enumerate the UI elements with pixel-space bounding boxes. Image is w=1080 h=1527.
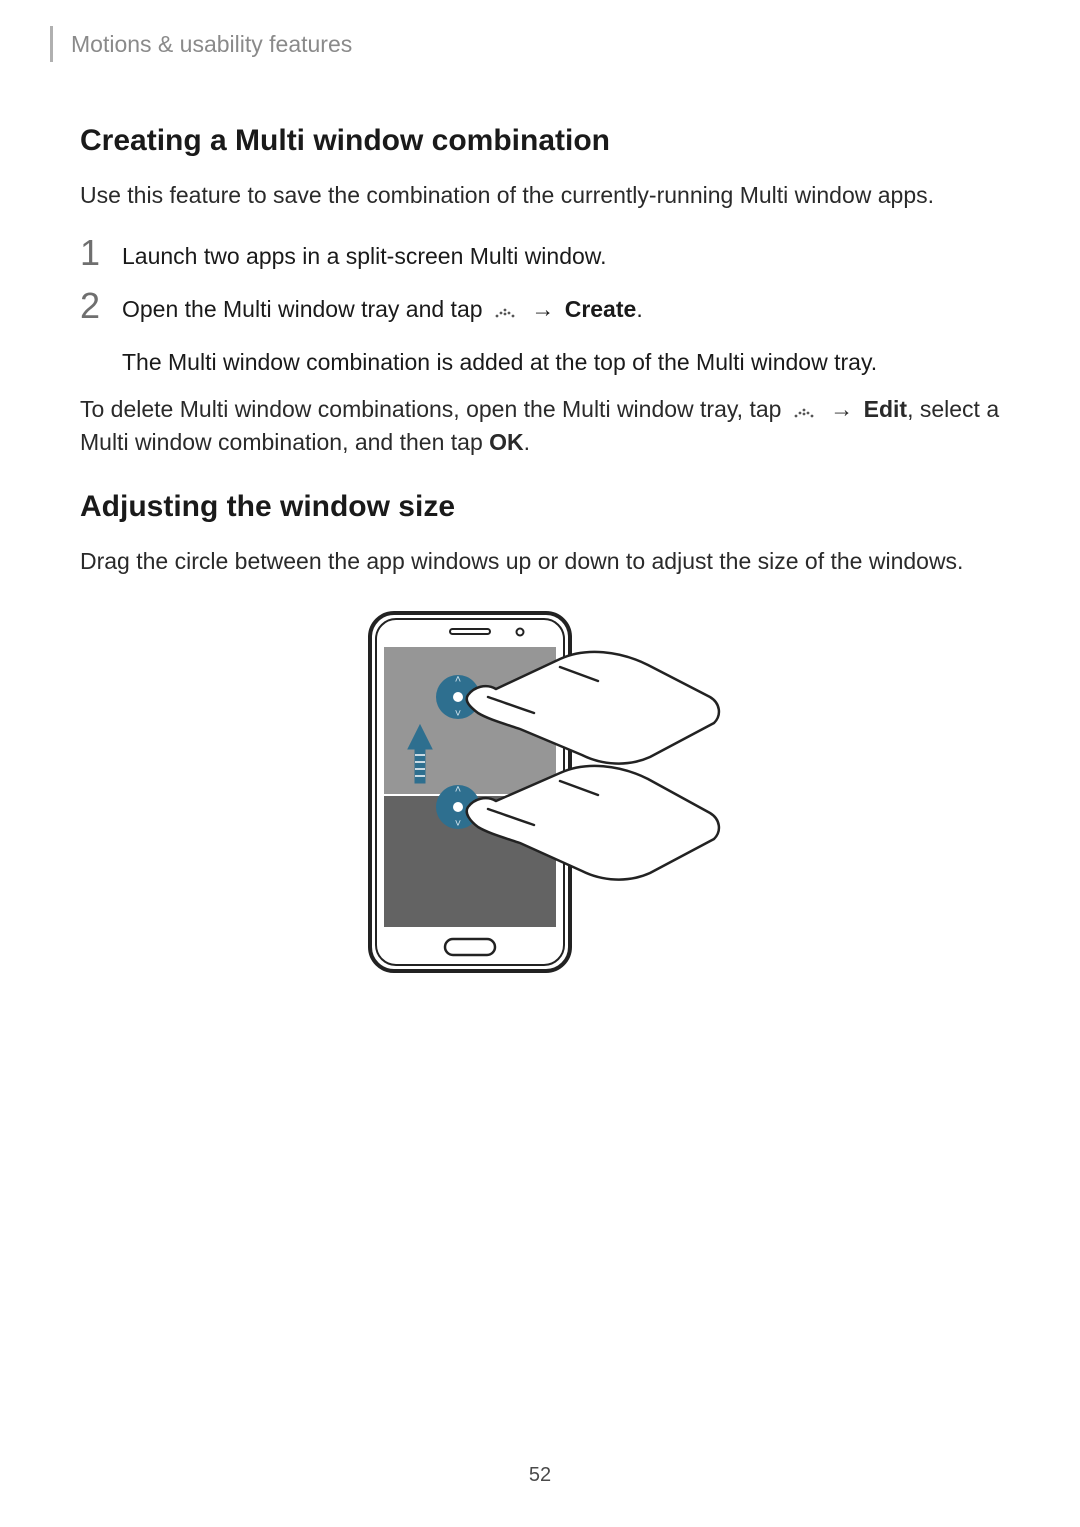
- step2-lead: Open the Multi window tray and tap: [122, 296, 489, 322]
- step-text: Open the Multi window tray and tap → Cre…: [122, 288, 877, 378]
- page: Motions & usability features Creating a …: [0, 0, 1080, 1527]
- svg-text:˅: ˅: [455, 708, 461, 720]
- step-number: 1: [80, 235, 122, 271]
- more-options-icon: [792, 396, 816, 427]
- step-2: 2 Open the Multi window tray and tap: [80, 288, 1000, 378]
- step-number: 2: [80, 288, 122, 324]
- delete-ok: OK: [489, 429, 524, 455]
- adjust-body: Drag the circle between the app windows …: [80, 546, 1000, 577]
- step-1: 1 Launch two apps in a split-screen Mult…: [80, 235, 1000, 272]
- delete-trail: .: [524, 429, 530, 455]
- step2-sub: The Multi window combination is added at…: [122, 347, 877, 378]
- figure-container: ˄ ˅ ˄ ˅: [80, 607, 1000, 977]
- svg-text:˅: ˅: [455, 818, 461, 830]
- delete-lead: To delete Multi window combinations, ope…: [80, 396, 788, 422]
- steps-list: 1 Launch two apps in a split-screen Mult…: [80, 235, 1000, 378]
- step2-trail: .: [636, 296, 642, 322]
- figure-phone-gesture: ˄ ˅ ˄ ˅: [350, 607, 730, 977]
- page-number: 52: [0, 1464, 1080, 1487]
- more-options-icon: [493, 296, 517, 327]
- delete-edit: Edit: [864, 396, 907, 422]
- section-title-creating: Creating a Multi window combination: [80, 124, 1000, 158]
- breadcrumb: Motions & usability features: [71, 31, 352, 58]
- intro-text: Use this feature to save the combination…: [80, 180, 1000, 211]
- breadcrumb-row: Motions & usability features: [50, 26, 1000, 62]
- section-marker: [50, 26, 53, 62]
- step-text: Launch two apps in a split-screen Multi …: [122, 235, 607, 272]
- step2-create: Create: [565, 296, 637, 322]
- section-title-adjusting: Adjusting the window size: [80, 490, 1000, 524]
- arrow-icon: →: [531, 296, 554, 322]
- section-creating: Creating a Multi window combination Use …: [80, 124, 1000, 458]
- arrow-icon: →: [830, 396, 853, 422]
- svg-text:˄: ˄: [455, 784, 461, 796]
- section-adjusting: Adjusting the window size Drag the circl…: [80, 490, 1000, 977]
- svg-text:˄: ˄: [455, 674, 461, 686]
- delete-text: To delete Multi window combinations, ope…: [80, 394, 1000, 458]
